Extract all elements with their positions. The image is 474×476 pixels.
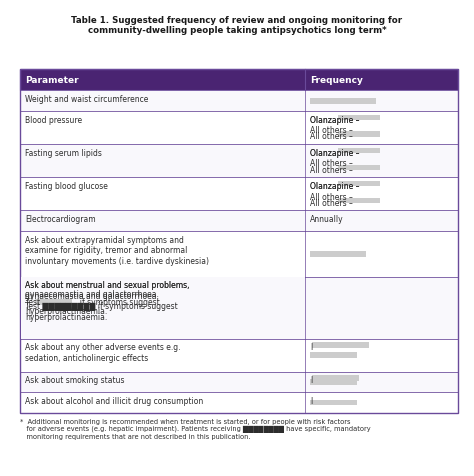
FancyBboxPatch shape (35, 300, 73, 305)
FancyBboxPatch shape (312, 342, 369, 348)
FancyBboxPatch shape (310, 251, 357, 257)
Text: Ask about smoking status: Ask about smoking status (25, 376, 125, 385)
FancyBboxPatch shape (310, 251, 366, 257)
Text: I: I (310, 343, 312, 352)
Text: Fasting serum lipids: Fasting serum lipids (25, 149, 102, 158)
Text: Test: Test (25, 298, 43, 307)
FancyBboxPatch shape (20, 372, 458, 393)
Text: All others –: All others – (310, 132, 353, 141)
Text: All others –: All others – (310, 165, 353, 174)
FancyBboxPatch shape (20, 70, 458, 91)
Text: Fasting blood glucose: Fasting blood glucose (25, 182, 108, 191)
FancyBboxPatch shape (310, 99, 376, 104)
Text: Parameter: Parameter (25, 76, 79, 85)
FancyBboxPatch shape (310, 99, 357, 104)
FancyBboxPatch shape (310, 400, 357, 406)
Text: hyperprolactinaemia.: hyperprolactinaemia. (25, 306, 107, 315)
FancyBboxPatch shape (337, 116, 380, 121)
FancyBboxPatch shape (20, 178, 458, 211)
Text: gynaecomastia and galactorrhoea.: gynaecomastia and galactorrhoea. (25, 289, 159, 298)
FancyBboxPatch shape (310, 379, 357, 385)
FancyBboxPatch shape (337, 198, 380, 203)
FancyBboxPatch shape (337, 132, 380, 138)
Text: if symptoms suggest: if symptoms suggest (75, 298, 159, 307)
FancyBboxPatch shape (310, 353, 357, 358)
Text: Weight and waist circumference: Weight and waist circumference (25, 95, 148, 104)
Text: Frequency: Frequency (310, 76, 363, 85)
Text: Olanzapine –: Olanzapine – (310, 149, 359, 158)
Text: Olanzapine –
All others –: Olanzapine – All others – (310, 116, 359, 135)
FancyBboxPatch shape (20, 145, 458, 178)
FancyBboxPatch shape (20, 91, 458, 112)
Text: Ask about menstrual and sexual problems,
gynaecomastia and galactorrhoea.
Test █: Ask about menstrual and sexual problems,… (25, 281, 190, 321)
Text: Ask about any other adverse events e.g.
sedation, anticholinergic effects: Ask about any other adverse events e.g. … (25, 343, 181, 362)
Text: Olanzapine –
All others –: Olanzapine – All others – (310, 149, 359, 168)
Text: Annually: Annually (310, 215, 344, 224)
Text: *  Additional monitoring is recommended when treatment is started, or for people: * Additional monitoring is recommended w… (20, 418, 371, 439)
FancyBboxPatch shape (312, 375, 359, 381)
Text: Ask about extrapyramidal symptoms and
examine for rigidity, tremor and abnormal
: Ask about extrapyramidal symptoms and ex… (25, 235, 209, 265)
Text: Table 1. Suggested frequency of review and ongoing monitoring for
community-dwel: Table 1. Suggested frequency of review a… (72, 16, 402, 35)
Text: Ask about menstrual and sexual problems,: Ask about menstrual and sexual problems, (25, 281, 190, 290)
Text: I: I (310, 376, 312, 385)
Text: Electrocardiogram: Electrocardiogram (25, 215, 96, 224)
FancyBboxPatch shape (337, 149, 380, 154)
Text: All others –: All others – (310, 198, 353, 207)
Text: Olanzapine –: Olanzapine – (310, 116, 359, 125)
FancyBboxPatch shape (20, 393, 458, 413)
FancyBboxPatch shape (21, 277, 305, 339)
Text: I: I (310, 396, 312, 405)
FancyBboxPatch shape (20, 211, 458, 231)
Text: Olanzapine –: Olanzapine – (310, 182, 359, 191)
FancyBboxPatch shape (20, 112, 458, 145)
FancyBboxPatch shape (337, 165, 380, 170)
Text: Blood pressure: Blood pressure (25, 116, 82, 125)
FancyBboxPatch shape (20, 339, 458, 372)
FancyBboxPatch shape (337, 182, 380, 187)
FancyBboxPatch shape (20, 231, 458, 277)
FancyBboxPatch shape (20, 277, 458, 339)
Text: Ask about alcohol and illicit drug consumption: Ask about alcohol and illicit drug consu… (25, 396, 203, 405)
Text: Olanzapine –
All others –: Olanzapine – All others – (310, 182, 359, 201)
